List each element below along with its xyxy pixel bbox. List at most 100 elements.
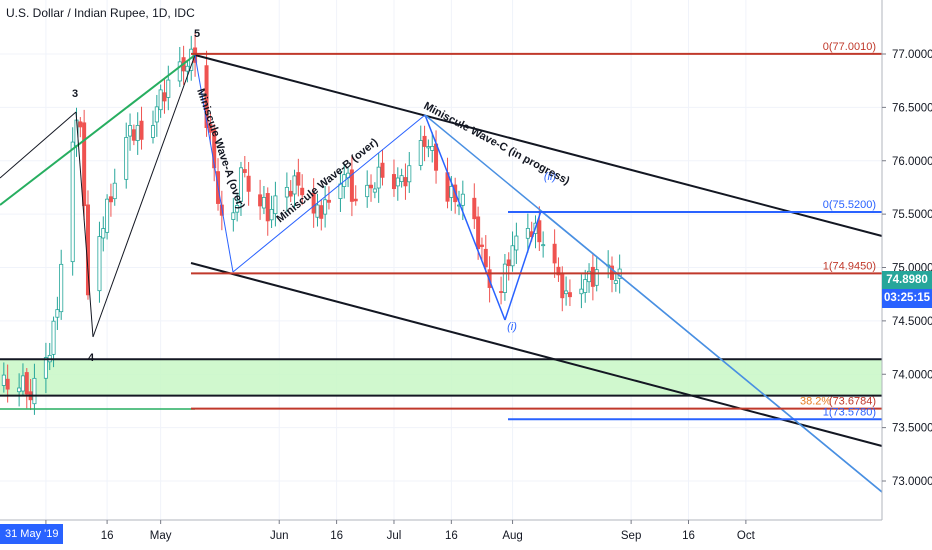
candle-body: [319, 205, 324, 219]
candle-body: [1, 374, 6, 386]
candle-body: [238, 167, 243, 202]
candle-body: [391, 174, 396, 190]
candle-body: [24, 372, 29, 395]
wave-annotation: Miniscule Wave-A (over): [194, 87, 247, 211]
wave-a-line: [194, 54, 234, 273]
chart-grid: [0, 0, 882, 520]
candle-body: [235, 204, 240, 213]
wave-4-line: [75, 111, 94, 338]
candle-body: [154, 106, 159, 123]
candle-body: [552, 243, 557, 264]
candle-body: [395, 177, 400, 187]
candle-body: [399, 175, 404, 183]
wave-point-label: 3: [72, 88, 78, 100]
candle-body: [403, 177, 408, 187]
candle-body: [338, 183, 343, 199]
candle-body: [587, 270, 592, 283]
candle-body: [166, 79, 171, 98]
candle-body: [70, 141, 75, 263]
chart-title: U.S. Dollar / Indian Rupee, 1D, IDC: [6, 6, 195, 20]
candle-body: [208, 124, 213, 133]
candle-body: [479, 244, 484, 247]
y-tick-label: 75.5000: [892, 209, 932, 221]
candle-body: [407, 165, 412, 183]
candle-body: [292, 175, 297, 195]
candle-body: [231, 212, 236, 220]
candle-body: [51, 320, 56, 355]
level-label: 1(73.5780): [823, 406, 876, 418]
time-scale: Apr16MayJun16Jul16AugSep16Oct: [37, 520, 756, 542]
candle-body: [82, 122, 87, 207]
candle-body: [150, 125, 155, 138]
wave-point-label: 4: [88, 352, 95, 364]
candle-body: [613, 280, 618, 284]
candle-body: [537, 220, 542, 243]
candle-body: [158, 89, 163, 111]
y-tick-label: 73.5000: [892, 423, 932, 435]
candle-body: [265, 193, 270, 222]
x-tick-label: Aug: [502, 530, 522, 542]
candle-body: [185, 65, 190, 72]
wave-point-label: 5: [194, 28, 200, 40]
candle-body: [449, 186, 454, 198]
channel-lower-line: [190, 262, 883, 447]
candle-body: [177, 61, 182, 82]
candle-body: [564, 290, 569, 295]
candle-body: [273, 195, 278, 215]
wave-point-label: (ii): [544, 171, 557, 183]
wave-3-line: [0, 111, 77, 179]
crosshair-date-tag: 31 May '19: [0, 524, 64, 544]
candle-body: [349, 169, 354, 202]
candle-body: [560, 273, 565, 299]
x-tick-label: Oct: [737, 530, 756, 542]
candle-body: [556, 266, 561, 276]
candle-body: [128, 125, 133, 137]
candles: [1, 33, 622, 415]
candle-body: [212, 129, 217, 169]
level-label: 1(74.9450): [823, 260, 876, 272]
support-zone: [0, 359, 882, 396]
candle-body: [380, 162, 385, 178]
candle-body: [17, 387, 22, 393]
x-tick-label: 16: [101, 530, 114, 542]
candle-body: [476, 216, 481, 250]
wave-i-line: [424, 114, 506, 321]
price-scale: 73.000073.500074.000074.500075.000075.50…: [0, 0, 932, 521]
candle-body: [472, 197, 477, 220]
channel-upper-line: [194, 54, 883, 237]
candle-body: [323, 199, 328, 215]
candle-body: [162, 92, 167, 102]
candle-body: [418, 140, 423, 166]
x-tick-label: Sep: [621, 530, 641, 542]
y-tick-label: 73.0000: [892, 476, 932, 488]
candle-body: [525, 228, 530, 239]
candle-body: [372, 188, 377, 193]
candle-body: [541, 244, 546, 247]
x-tick-label: Jul: [387, 530, 402, 542]
impulse-trendline: [0, 54, 196, 206]
candle-body: [326, 199, 331, 203]
candle-body: [376, 166, 381, 189]
candle-body: [204, 65, 209, 129]
candle-body: [506, 259, 511, 267]
level-label: (73.6784): [829, 396, 876, 408]
trend-drawings: [0, 54, 883, 493]
candle-body: [55, 309, 60, 318]
candle-body: [139, 120, 144, 140]
x-tick-label: Jun: [270, 530, 289, 542]
candle-body: [567, 292, 572, 298]
candle-body: [296, 172, 301, 186]
candle-body: [246, 175, 251, 192]
y-tick-label: 76.5000: [892, 102, 932, 114]
candle-body: [460, 193, 465, 206]
candle-body: [583, 279, 588, 293]
candle-body: [315, 204, 320, 218]
candle-body: [97, 236, 102, 292]
candle-body: [269, 208, 274, 221]
x-tick-label: 16: [330, 530, 343, 542]
candle-body: [20, 375, 25, 392]
candle-body: [426, 146, 431, 149]
candle-body: [261, 197, 266, 209]
candle-body: [430, 146, 435, 151]
